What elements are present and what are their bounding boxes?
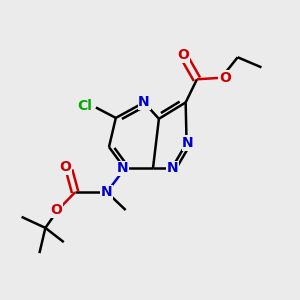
Text: O: O: [60, 160, 71, 174]
Text: Cl: Cl: [77, 99, 92, 113]
Text: O: O: [178, 49, 190, 62]
Text: N: N: [101, 185, 113, 199]
Text: N: N: [167, 161, 178, 176]
Text: O: O: [219, 71, 231, 85]
Text: O: O: [50, 203, 62, 217]
Text: N: N: [116, 161, 128, 176]
Text: N: N: [138, 95, 150, 110]
Text: N: N: [182, 136, 194, 150]
